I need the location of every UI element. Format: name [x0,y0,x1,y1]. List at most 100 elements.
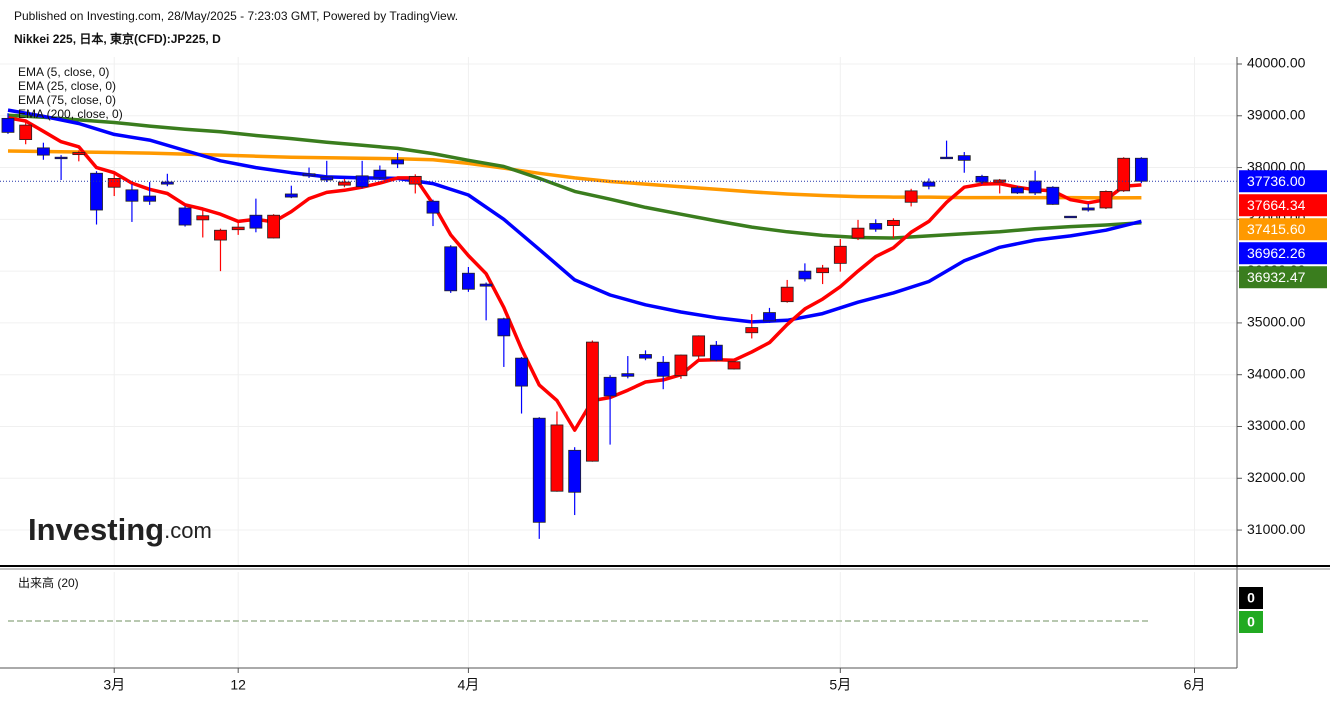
published-note: Published on Investing.com, 28/May/2025 … [14,9,458,23]
y-tick-label: 32000.00 [1247,469,1306,485]
candle-body [940,156,953,160]
x-tick-label: 4月 [458,677,480,693]
y-tick-label: 31000.00 [1247,521,1306,537]
candle-body [603,376,617,397]
legend-entry: EMA (25, close, 0) [18,79,116,93]
candle-body [639,354,652,359]
volume-box [1239,587,1263,609]
volume-label: 0 [1247,590,1255,606]
price-box-label: 36962.26 [1247,245,1306,261]
candle-body [231,226,245,231]
candle-body [798,270,812,280]
legend-entry: EMA (5, close, 0) [18,65,109,79]
candle-body [709,344,723,361]
price-box [1239,170,1327,193]
y-tick-label: 40000.00 [1247,55,1306,71]
candle-body [957,155,971,161]
candle-body [107,178,121,188]
axis-labels: 31000.00 32000.00 33000.00 34000.00 35000.00… [103,55,1327,693]
candle-body [1134,157,1148,182]
candle-body [125,189,139,202]
candle-body [1046,186,1060,205]
candle-body [1099,190,1113,209]
logo: Investing.com [28,512,212,547]
candle-body [851,227,865,239]
legend-entry: EMA (200, close, 0) [18,107,123,121]
candle-body [727,361,741,370]
price-box-label: 36932.47 [1247,269,1306,285]
candle-body [72,152,86,156]
candle-body [763,312,776,322]
x-tick-label: 6月 [1184,677,1206,693]
candle-body [320,176,334,181]
candle-body [532,417,546,523]
ema-line [7,113,1142,240]
candle-body [904,190,918,203]
candle-body [833,245,847,264]
candle-body [160,181,174,185]
legend-entry: EMA (75, close, 0) [18,93,116,107]
candle-body [1064,215,1077,219]
price-box-label: 37664.34 [1247,197,1306,213]
price-box-label: 37415.60 [1247,221,1306,237]
candle-body [975,175,989,183]
price-box-label: 37736.00 [1247,173,1306,189]
volume-box [1239,611,1263,633]
candle-body [143,195,157,202]
y-tick-label: 35000.00 [1247,314,1306,330]
candle-body [1081,207,1095,211]
legend: EMA (5, close, 0)EMA (25, close, 0)EMA (… [18,65,123,121]
candle-body [1,117,15,133]
candle-body [568,449,582,493]
volume-title: 出来高 (20) [18,575,79,590]
candle-body [1028,180,1042,194]
candle-body [249,214,263,229]
logo-suffix: .com [164,518,212,543]
candle-body [692,335,706,357]
candle-body [408,175,422,185]
ema-line [7,108,1142,324]
candle-body [479,283,493,287]
y-tick-label: 33000.00 [1247,417,1306,433]
candle-body [515,357,528,387]
instrument-title: Nikkei 225, 日本, 東京(CFD):JP225, D [14,31,221,46]
price-box [1239,266,1327,289]
candle-body [1117,157,1131,192]
candle-body [284,193,298,198]
candle-body [391,159,404,165]
price-box [1239,242,1327,265]
candle-body [267,214,281,239]
candle-body [621,373,635,377]
candle-body [214,229,227,241]
price-box [1239,218,1327,241]
candle-body [19,124,33,140]
candle-body [674,354,688,377]
candle-body [426,200,440,214]
x-tick-label: 12 [230,677,246,693]
x-tick-label: 3月 [103,677,125,693]
candle-body [196,215,210,221]
logo-name: Investing [28,512,164,547]
candle-body [497,318,511,337]
candle-body [444,246,458,292]
grid [0,57,1237,668]
candle-body [36,147,50,156]
candle-body [302,173,316,177]
candle-body [355,175,369,188]
price-box [1239,194,1327,217]
volume-label: 0 [1247,614,1255,630]
candle-body [178,207,192,226]
candle-body [338,181,351,186]
candle-body [90,172,103,211]
candle-body [550,424,564,492]
candle-body [462,272,475,290]
candle-body [54,156,68,160]
candle-body [816,267,830,274]
candle-body [585,341,599,462]
x-tick-label: 5月 [829,677,851,693]
candle-body [869,223,883,230]
candle-body [1011,187,1024,194]
candle-body [922,181,936,187]
